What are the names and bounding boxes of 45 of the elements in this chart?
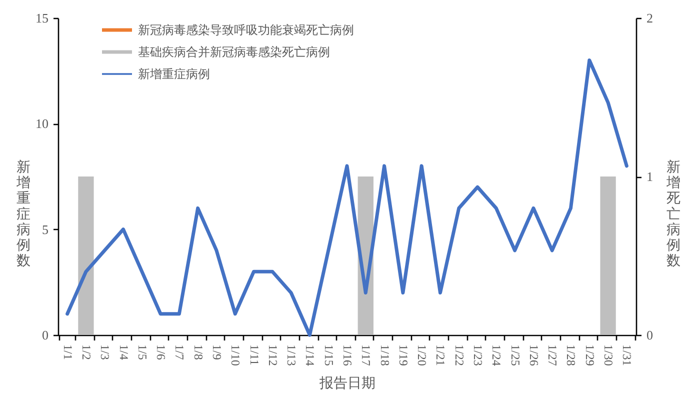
- x-tick-label: 1/3: [98, 344, 112, 360]
- x-tick-label: 1/26: [526, 344, 541, 366]
- y2-tick-label: 1: [646, 169, 653, 184]
- x-tick-label: 1/28: [564, 344, 578, 366]
- x-tick-label: 1/20: [415, 344, 430, 366]
- y-axis-title: 新增重症病例数: [16, 160, 30, 270]
- y-tick-label: 5: [42, 222, 48, 237]
- line-series: [66, 58, 628, 337]
- x-tick-label: 1/25: [508, 344, 522, 366]
- y-tick-label: 15: [36, 10, 48, 26]
- x-tick-label: 1/21: [434, 344, 448, 366]
- legend-label: 新增重症病例: [138, 67, 210, 81]
- x-tick-label: 1/23: [471, 344, 486, 366]
- y2-tick-label: 2: [646, 10, 653, 26]
- x-tick-label: 1/10: [228, 344, 243, 366]
- x-tick-label: 1/12: [266, 344, 280, 366]
- x-tick-label: 1/30: [602, 344, 616, 366]
- x-tick-label: 1/18: [378, 344, 392, 366]
- x-tick-label: 1/31: [620, 344, 634, 366]
- x-tick-label: 1/15: [322, 344, 336, 366]
- y2-tick-label: 0: [646, 328, 653, 342]
- x-tick-label: 1/22: [452, 344, 466, 366]
- x-tick-label: 1/11: [247, 344, 262, 366]
- x-tick-label: 1/7: [172, 344, 187, 360]
- legend-label: 新冠病毒感染导致呼吸功能衰竭死亡病例: [138, 23, 354, 37]
- x-tick-label: 1/19: [396, 344, 410, 366]
- x-tick-label: 1/29: [582, 344, 597, 366]
- x-tick-label: 1/1: [60, 344, 75, 360]
- y2-axis-title: 新增死亡病例数: [666, 160, 680, 270]
- x-tick-label: 1/9: [210, 344, 224, 360]
- x-tick-label: 1/2: [79, 344, 94, 360]
- x-tick-label: 1/27: [546, 344, 560, 366]
- x-tick-label: 1/14: [303, 344, 318, 366]
- x-tick-label: 1/8: [191, 344, 206, 360]
- x-tick-label: 1/17: [359, 344, 374, 366]
- y-tick-label: 0: [42, 328, 48, 342]
- x-tick-label: 1/6: [154, 344, 168, 360]
- x-tick-label: 1/5: [135, 344, 150, 360]
- x-tick-label: 1/13: [284, 344, 299, 366]
- x-tick-label: 1/24: [490, 344, 504, 366]
- x-tick-label: 1/4: [116, 344, 131, 360]
- legend-label: 基础疾病合并新冠病毒感染死亡病例: [138, 45, 330, 59]
- x-tick-label: 1/16: [340, 344, 354, 366]
- x-axis-title: 报告日期: [318, 376, 376, 392]
- y-tick-label: 10: [36, 116, 48, 132]
